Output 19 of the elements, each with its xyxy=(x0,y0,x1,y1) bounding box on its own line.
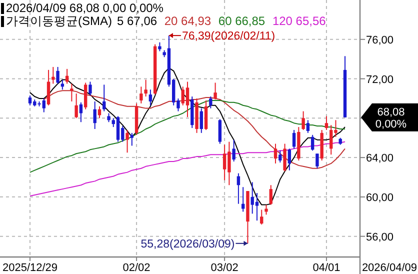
y-tick-label: 60,00 xyxy=(366,192,394,204)
text: 68,08 0,00% xyxy=(375,106,407,130)
annotation: 76,39(2026/02/11) xyxy=(182,30,276,43)
x-tick-label: 04/01 xyxy=(312,262,340,274)
x-tick-label: 02/02 xyxy=(122,262,150,274)
text: 60 66,85 xyxy=(218,14,266,28)
y-tick-label: 56,00 xyxy=(366,231,394,244)
text: 5 67,06 xyxy=(117,14,158,28)
y-tick-label: 76,00 xyxy=(366,34,394,46)
x-tick-label: 03/02 xyxy=(210,262,238,274)
annotation: 2026/04/09 68,08 0,00 0,00% xyxy=(6,1,164,15)
legend-title: 가격이동평균(SMA) xyxy=(6,14,112,28)
text: 120 65,56 xyxy=(272,14,326,28)
x-tick-label: 2025/12/29 xyxy=(2,262,58,274)
y-tick-label: 64,00 xyxy=(366,152,394,165)
text: 20 64,93 xyxy=(164,14,212,28)
y-tick-label: 72,00 xyxy=(366,74,394,86)
text: 2026/04/09 xyxy=(362,262,417,274)
annotation: 55,28(2026/03/09) xyxy=(140,238,235,250)
